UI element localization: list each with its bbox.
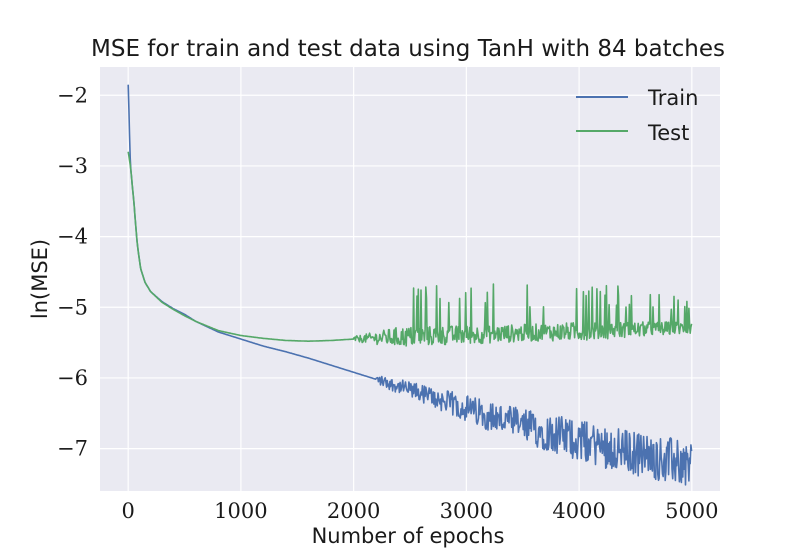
legend: Train Test xyxy=(576,86,698,145)
y-tick-label: −4 xyxy=(57,225,88,249)
x-axis-label: Number of epochs xyxy=(312,524,505,548)
x-tick-label: 3000 xyxy=(440,499,493,523)
y-tick-label: −7 xyxy=(57,437,88,461)
y-tick-label: −6 xyxy=(57,366,88,390)
series-line-test xyxy=(127,151,693,347)
x-tick-label: 0 xyxy=(121,499,134,523)
y-tick-labels: −2 −3 −4 −5 −6 −7 xyxy=(57,83,88,460)
y-tick-label: −5 xyxy=(57,295,88,319)
series-layer xyxy=(127,84,693,486)
legend-train-label: Train xyxy=(647,86,698,110)
y-tick-label: −2 xyxy=(57,83,88,107)
y-axis-label: ln(MSE) xyxy=(28,239,52,319)
legend-test-label: Test xyxy=(647,121,689,145)
plot-background xyxy=(100,67,720,491)
x-tick-label: 4000 xyxy=(552,499,605,523)
y-tick-label: −3 xyxy=(57,154,88,178)
x-tick-label: 5000 xyxy=(665,499,718,523)
x-tick-labels: 0 1000 2000 3000 4000 5000 xyxy=(121,499,718,523)
x-tick-label: 2000 xyxy=(327,499,380,523)
series-line-train xyxy=(127,84,693,486)
chart-title: MSE for train and test data using TanH w… xyxy=(91,36,725,62)
x-tick-label: 1000 xyxy=(214,499,267,523)
